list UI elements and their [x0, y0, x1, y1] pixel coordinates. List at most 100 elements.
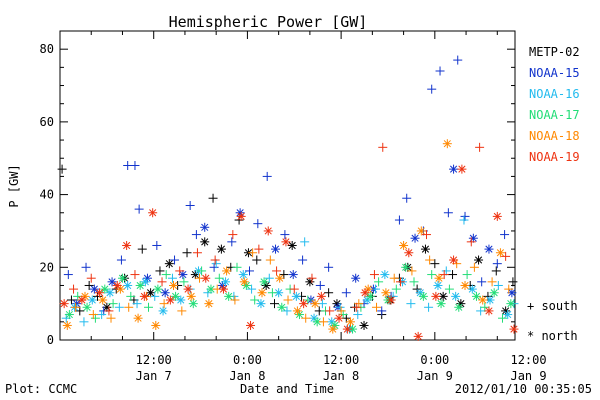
data-point [89, 284, 99, 294]
data-point [234, 215, 244, 225]
data-point [175, 266, 185, 276]
x-tick-date-label: Jan 8 [229, 369, 265, 383]
data-point [160, 288, 170, 298]
data-point [241, 280, 251, 290]
data-point [424, 302, 434, 312]
legend-item: NOAA-19 [529, 150, 580, 164]
data-point [92, 291, 102, 301]
data-point [161, 270, 171, 280]
y-axis-label: P [GW] [7, 164, 21, 207]
data-point [250, 295, 260, 305]
data-point [87, 295, 97, 305]
marker-legend-item: * north [527, 329, 578, 343]
data-point [239, 277, 249, 287]
data-point [508, 277, 518, 287]
data-point [298, 255, 308, 265]
data-point [218, 284, 228, 294]
data-point [324, 288, 334, 298]
data-point [483, 291, 493, 301]
data-point [132, 299, 142, 309]
data-point [391, 284, 401, 294]
data-point [498, 313, 508, 323]
data-point [420, 244, 430, 254]
data-point [467, 284, 477, 294]
data-point [448, 270, 458, 280]
data-point [62, 320, 72, 330]
data-point [204, 299, 214, 309]
data-point [484, 244, 494, 254]
data-point [211, 259, 221, 269]
data-point [214, 273, 224, 283]
data-point [280, 230, 290, 240]
data-point [449, 164, 459, 174]
data-point [453, 55, 463, 65]
data-point [81, 262, 91, 272]
data-point [274, 288, 284, 298]
data-point [315, 280, 325, 290]
data-point [386, 295, 396, 305]
plot-area [59, 30, 516, 341]
data-point [183, 284, 193, 294]
data-point [299, 299, 309, 309]
data-point [126, 291, 136, 301]
data-point [501, 251, 511, 261]
data-point [146, 288, 156, 298]
data-point [171, 291, 181, 301]
data-point [63, 270, 73, 280]
legend-item: NOAA-16 [529, 87, 580, 101]
data-point [133, 313, 143, 323]
data-point [279, 270, 289, 280]
data-point [454, 302, 464, 312]
data-point [90, 313, 100, 323]
data-point [449, 255, 459, 265]
data-point [394, 215, 404, 225]
data-point [256, 299, 266, 309]
data-point [380, 270, 390, 280]
legend-item: NOAA-15 [529, 66, 580, 80]
data-point [476, 306, 486, 316]
plot-credit: Plot: CCMC [5, 382, 77, 396]
data-point [222, 266, 232, 276]
data-point [404, 248, 414, 258]
data-point [104, 306, 114, 316]
data-point [413, 331, 423, 341]
data-point [431, 291, 441, 301]
data-point [227, 237, 237, 247]
data-point [506, 299, 516, 309]
data-point [69, 284, 79, 294]
data-point [492, 211, 502, 221]
data-point [345, 317, 355, 327]
data-point [509, 324, 519, 334]
data-point [310, 299, 320, 309]
data-point [164, 259, 174, 269]
data-point [307, 273, 317, 283]
data-point [434, 273, 444, 283]
x-axis: 12:00 Jan 7 0:00 Jan 8 12:00 Jan 8 0:00 Jan 9 12… [59, 31, 547, 383]
data-point [351, 273, 361, 283]
data-point [372, 302, 382, 312]
data-point [269, 299, 279, 309]
data-point [185, 200, 195, 210]
data-point [456, 299, 466, 309]
x-axis-label: Date and Time [240, 382, 334, 396]
data-point [395, 277, 405, 287]
data-point [442, 139, 452, 149]
data-point [500, 230, 510, 240]
x-tick-time-label: 12:00 [510, 353, 546, 367]
data-point [168, 280, 178, 290]
data-point [460, 280, 470, 290]
data-point [178, 270, 188, 280]
plot-frame [59, 30, 516, 341]
data-point [443, 208, 453, 218]
data-point [155, 266, 165, 276]
data-point [262, 171, 272, 181]
legend-item: NOAA-17 [529, 108, 580, 122]
data-point [282, 306, 292, 316]
data-point [95, 288, 105, 298]
y-axis: 0 20 40 60 80 [40, 30, 515, 347]
data-points [57, 55, 519, 341]
data-point [228, 230, 238, 240]
data-point [471, 291, 481, 301]
data-point [209, 262, 219, 272]
data-point [369, 270, 379, 280]
